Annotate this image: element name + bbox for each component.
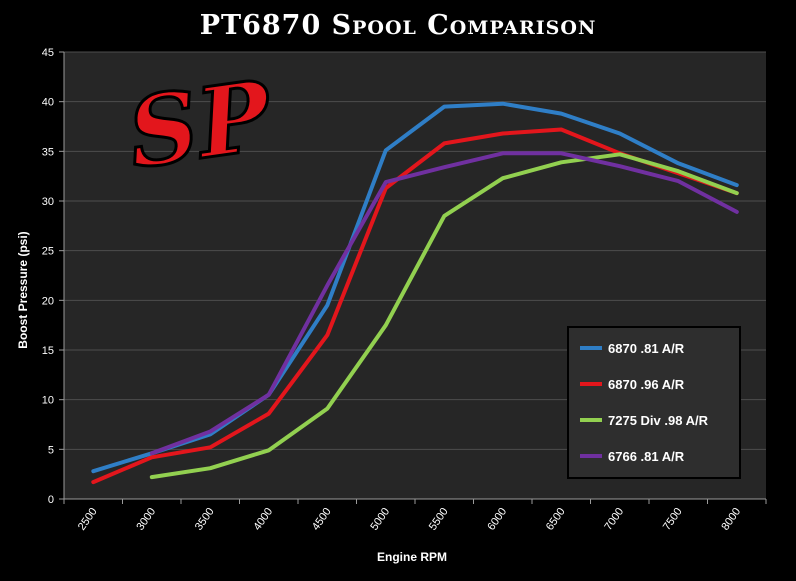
series-line-3 <box>149 152 739 480</box>
y-tick-label: 35 <box>42 146 54 158</box>
legend-label: 6870 .96 A/R <box>608 377 685 392</box>
series-line-4 <box>149 151 739 456</box>
legend-items: 6870 .81 A/R 6870 .96 A/R 7275 Div .98 A/R… <box>580 341 709 464</box>
y-tick-label: 10 <box>42 395 54 407</box>
gridlines <box>63 51 766 500</box>
series-lines <box>91 101 739 485</box>
y-tick-label: 30 <box>42 196 54 208</box>
legend-box <box>567 326 741 479</box>
series-line-1 <box>91 101 739 474</box>
y-axis-label: Boost Pressure (psi) <box>16 231 30 348</box>
y-tick-label: 0 <box>48 494 54 506</box>
y-tick-label: 5 <box>48 444 54 456</box>
y-axis-ticks: 0 5 10 15 20 25 30 35 40 45 <box>42 47 64 506</box>
sp-logo-icon: SP <box>120 57 282 192</box>
chart-title: PT6870 Spool Comparison <box>200 10 597 41</box>
legend-label: 6766 .81 A/R <box>608 449 685 464</box>
sp-logo-text: SP <box>121 58 280 190</box>
legend-label: 7275 Div .98 A/R <box>608 413 709 428</box>
x-axis-label: Engine RPM <box>377 550 447 564</box>
y-tick-label: 25 <box>42 246 54 258</box>
y-tick-label: 15 <box>42 345 54 357</box>
legend: 6870 .81 A/R 6870 .96 A/R 7275 Div .98 A/R… <box>567 326 741 479</box>
y-tick-label: 20 <box>42 295 54 307</box>
y-tick-label: 40 <box>42 97 54 109</box>
y-tick-label: 45 <box>42 47 54 59</box>
legend-label: 6870 .81 A/R <box>608 341 685 356</box>
